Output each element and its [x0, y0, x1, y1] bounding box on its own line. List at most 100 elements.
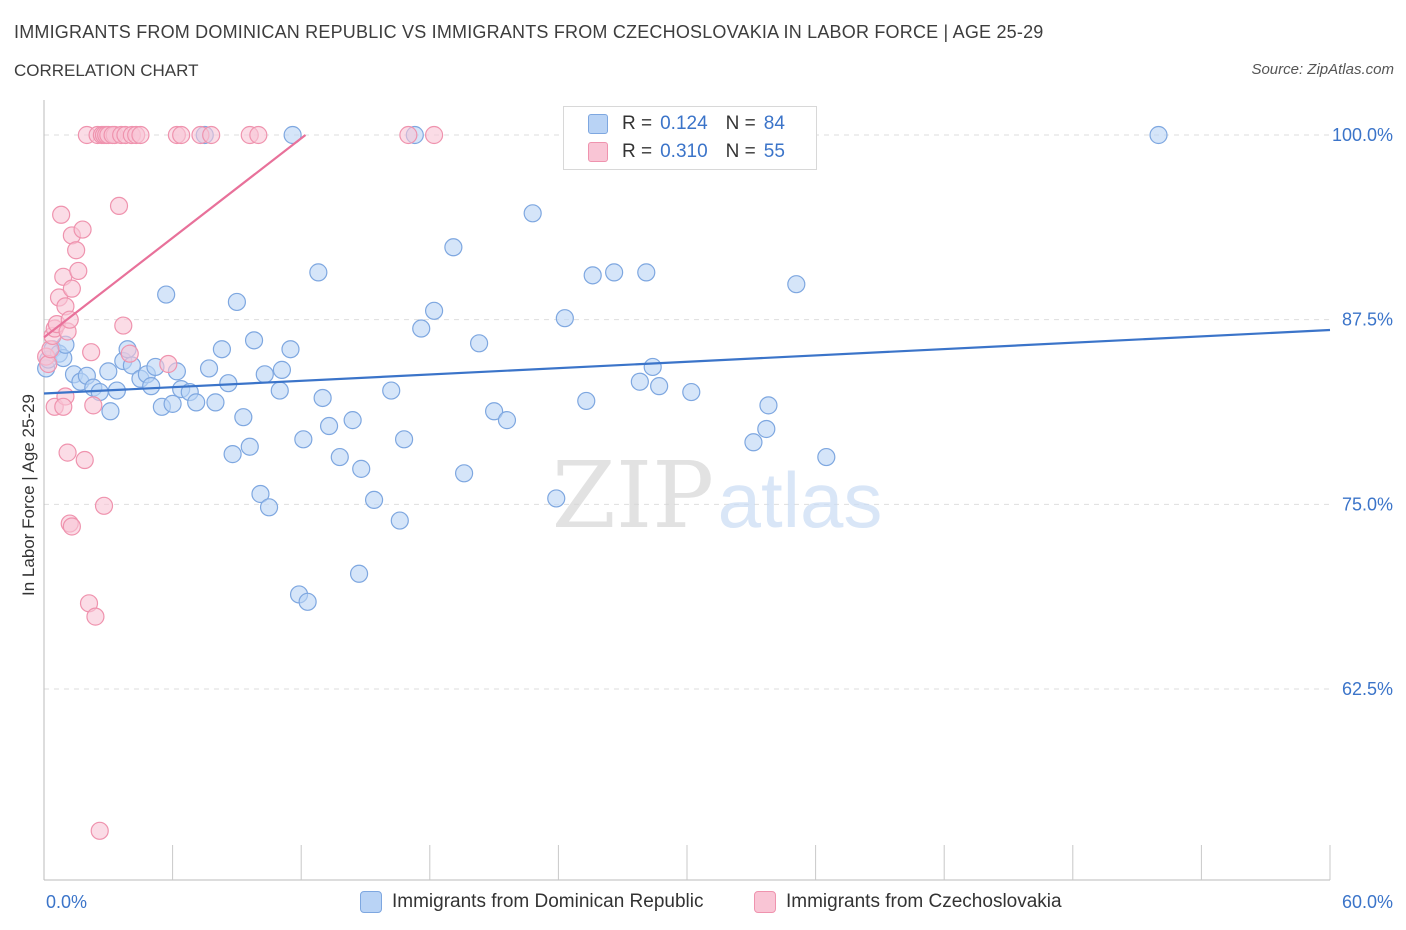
point-dominican [744, 433, 763, 452]
legend-n-value-dominican: 84 [763, 113, 785, 134]
point-dominican [637, 263, 656, 282]
legend-row-dominican: R = 0.124 N = 84 [588, 111, 785, 137]
legend-n-label: N = [725, 141, 756, 162]
point-czechoslovakia [62, 279, 81, 298]
legend-swatch-dominican [588, 114, 608, 134]
point-dominican [313, 388, 332, 408]
point-czechoslovakia [114, 316, 133, 335]
point-dominican [212, 340, 231, 359]
bottom-legend-label-czechoslovakia: Immigrants from Czechoslovakia [786, 891, 1062, 912]
legend-r-label: R = [622, 113, 653, 134]
point-dominican [294, 430, 313, 449]
point-dominican [523, 204, 542, 223]
legend-r-label: R = [622, 141, 653, 162]
point-dominican [583, 266, 602, 285]
point-dominican [394, 430, 414, 449]
point-dominican [605, 263, 624, 282]
point-dominican [469, 334, 489, 353]
point-czechoslovakia [54, 397, 73, 416]
point-dominican [163, 394, 182, 413]
legend-r-value-czechoslovakia: 0.310 [660, 141, 708, 162]
point-dominican [630, 372, 649, 391]
point-dominican [650, 377, 669, 396]
point-dominican [187, 393, 206, 412]
point-dominican [547, 489, 566, 508]
point-czechoslovakia [62, 517, 81, 536]
point-czechoslovakia [86, 607, 105, 626]
legend-row-czechoslovakia: R = 0.310 N = 55 [588, 139, 785, 165]
point-dominican [444, 238, 463, 257]
trend-line-dominican [43, 328, 1331, 395]
point-dominican [298, 592, 317, 611]
point-czechoslovakia [399, 125, 418, 145]
chart-title: IMMIGRANTS FROM DOMINICAN REPUBLIC VS IM… [14, 22, 1044, 42]
legend-swatch-czechoslovakia [588, 142, 608, 162]
chart-subtitle: CORRELATION CHART [14, 61, 199, 80]
series-dominican [37, 125, 1168, 611]
point-dominican [682, 382, 701, 402]
source-note: Source: ZipAtlas.com [1251, 61, 1394, 78]
bottom-legend-label-dominican: Immigrants from Dominican Republic [392, 891, 704, 912]
point-dominican [319, 416, 339, 436]
point-czechoslovakia [52, 205, 71, 224]
point-czechoslovakia [202, 125, 221, 145]
point-dominican [364, 490, 384, 510]
point-czechoslovakia [69, 261, 88, 281]
point-dominican [454, 464, 474, 483]
point-dominican [251, 484, 270, 504]
point-dominican [643, 357, 662, 377]
data-points [37, 125, 1168, 840]
point-dominican [349, 564, 369, 583]
legend-n-label: N = [725, 113, 756, 134]
legend-n-value-czechoslovakia: 55 [763, 141, 785, 162]
point-dominican [759, 396, 778, 415]
series-czechoslovakia [37, 125, 444, 840]
y-tick-label: 75.0% [1342, 494, 1393, 514]
point-dominican [283, 125, 302, 145]
watermark-atlas: atlas [718, 456, 883, 544]
point-dominican [343, 411, 362, 430]
y-tick-label: 87.5% [1342, 310, 1393, 330]
point-dominican [240, 437, 259, 456]
point-czechoslovakia [94, 496, 114, 515]
point-czechoslovakia [58, 443, 77, 462]
point-dominican [390, 511, 409, 530]
point-dominican [227, 292, 246, 312]
point-czechoslovakia [82, 343, 101, 362]
trend-lines [43, 134, 1331, 395]
point-dominican [309, 263, 328, 282]
watermark-zip: ZIP [552, 442, 714, 549]
point-dominican [142, 377, 161, 396]
y-tick-label: 100.0% [1332, 125, 1393, 145]
point-dominican [255, 365, 274, 384]
bottom-legend-dominican: Immigrants from Dominican Republic [360, 889, 704, 915]
point-czechoslovakia [84, 396, 103, 415]
point-dominican [270, 381, 289, 400]
point-czechoslovakia [249, 125, 268, 145]
point-dominican [497, 411, 517, 430]
y-axis-label: In Labor Force | Age 25-29 [19, 394, 38, 596]
point-dominican [199, 359, 219, 378]
correlation-legend: R = 0.124 N = 84 R = 0.310 N = 55 [563, 106, 817, 170]
point-dominican [223, 445, 242, 464]
point-dominican [234, 408, 253, 427]
bottom-legend-swatch-czechoslovakia [754, 891, 776, 913]
point-dominican [157, 285, 176, 304]
point-dominican [757, 419, 776, 439]
x-tick-label-min: 0.0% [46, 892, 87, 912]
point-czechoslovakia [67, 241, 86, 260]
trend-line-czechoslovakia [43, 134, 307, 339]
y-tick-label: 62.5% [1342, 679, 1393, 699]
point-dominican [424, 301, 444, 320]
point-dominican [99, 362, 118, 381]
point-dominican [577, 391, 596, 411]
point-dominican [281, 340, 300, 359]
axes [43, 100, 1331, 881]
point-czechoslovakia [73, 220, 92, 239]
point-dominican [412, 319, 431, 338]
point-czechoslovakia [424, 125, 444, 145]
point-dominican [259, 498, 279, 517]
point-dominican [206, 393, 225, 412]
point-czechoslovakia [159, 354, 178, 374]
